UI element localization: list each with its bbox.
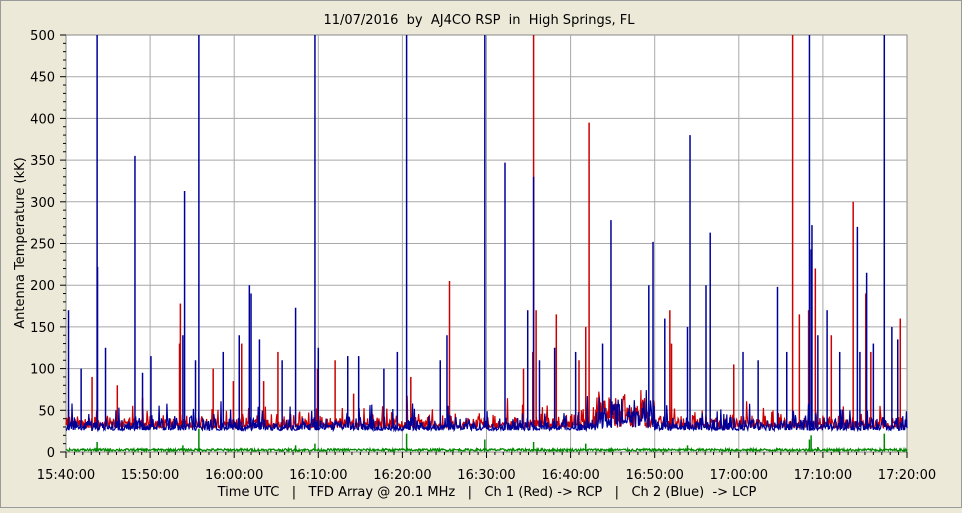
y-tick-label: 250 bbox=[30, 238, 55, 253]
grid bbox=[66, 35, 907, 452]
x-tick-label: 17:20:00 bbox=[878, 468, 936, 483]
y-tick-label: 200 bbox=[30, 279, 55, 294]
y-tick-label: 0 bbox=[47, 446, 55, 461]
series-green bbox=[65, 428, 908, 454]
x-tick-label: 15:40:00 bbox=[37, 468, 95, 483]
series-trace bbox=[65, 446, 908, 454]
x-tick-label: 16:00:00 bbox=[205, 468, 263, 483]
y-axis-label: Antenna Temperature (kK) bbox=[13, 157, 28, 328]
x-tick-label: 16:50:00 bbox=[626, 468, 684, 483]
y-tick-label: 300 bbox=[30, 196, 55, 211]
y-tick-label: 500 bbox=[30, 29, 55, 44]
y-tick-label: 350 bbox=[30, 154, 55, 169]
x-axis-label: Time UTC | TFD Array @ 20.1 MHz | Ch 1 (… bbox=[217, 485, 757, 500]
y-tick-label: 450 bbox=[30, 71, 55, 86]
series-ch1-red bbox=[65, 35, 908, 431]
series-trace bbox=[65, 390, 908, 433]
x-tick-label: 16:40:00 bbox=[541, 468, 599, 483]
x-tick-label: 15:50:00 bbox=[121, 468, 179, 483]
minor-ticks bbox=[60, 34, 908, 458]
x-tick-label: 16:10:00 bbox=[289, 468, 347, 483]
series-ch2-blue bbox=[65, 35, 908, 433]
x-tick-label: 16:30:00 bbox=[457, 468, 515, 483]
y-tick-labels: 0 50 100 150 200 250 300 350 400 450 500 bbox=[30, 29, 55, 461]
y-tick-label: 400 bbox=[30, 112, 55, 127]
x-tick-label: 16:20:00 bbox=[373, 468, 431, 483]
y-tick-label: 100 bbox=[30, 363, 55, 378]
y-tick-label: 150 bbox=[30, 321, 55, 336]
series-layer bbox=[65, 35, 908, 454]
x-tick-labels: 15:40:00 15:50:00 16:00:00 16:10:00 16:20:00… bbox=[37, 468, 936, 483]
chart-title: 11/07/2016 by AJ4CO RSP in High Springs,… bbox=[323, 13, 635, 28]
x-tick-label: 17:10:00 bbox=[794, 468, 852, 483]
x-tick-label: 17:00:00 bbox=[710, 468, 768, 483]
y-tick-label: 50 bbox=[38, 404, 55, 419]
